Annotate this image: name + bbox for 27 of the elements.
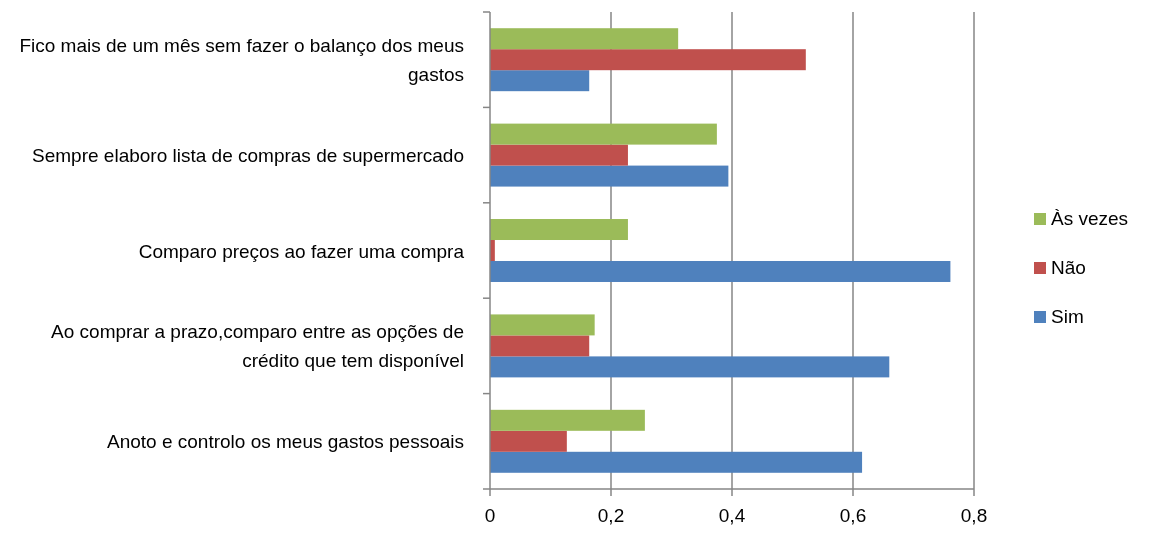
y-tick-label: Fico mais de um mês sem fazer o balanço dos meus gastos (19, 35, 464, 86)
x-tick-label: 0 (484, 505, 496, 526)
y-tick-label: Sempre elaboro lista de compras de supermercado (32, 145, 464, 167)
bar (490, 144, 628, 166)
y-tick-label: Ao comprar a prazo,comparo entre as opções de crédito que tem disponível (51, 321, 464, 372)
x-tick-label: 0,2 (597, 505, 625, 526)
y-tick-label: Comparo preços ao fazer uma compra (138, 240, 465, 262)
bar (490, 28, 679, 50)
bar (490, 430, 567, 452)
bar (490, 314, 595, 336)
x-tick-label: 0,4 (718, 505, 746, 526)
x-tick-label: 0,6 (839, 505, 867, 526)
x-tick-label: 0,8 (960, 505, 988, 526)
y-tick-label: Anoto e controlo os meus gastos pessoais (107, 431, 464, 453)
legend-label: Não (1051, 257, 1086, 278)
legend-label: Às vezes (1051, 208, 1129, 229)
bar (490, 165, 729, 187)
bar (490, 49, 806, 71)
bar (490, 70, 590, 92)
bar (490, 356, 890, 378)
bar (490, 123, 717, 145)
bar (490, 409, 645, 431)
legend-label: Sim (1051, 306, 1084, 327)
bar (490, 219, 628, 241)
bar (490, 451, 863, 473)
bar (490, 260, 951, 282)
bar (490, 335, 590, 357)
